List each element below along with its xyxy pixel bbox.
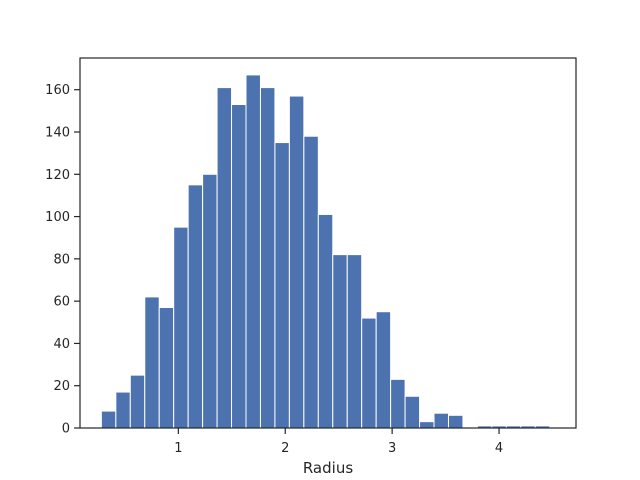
x-tick-label: 3	[388, 441, 396, 456]
histogram-bar-22	[419, 421, 435, 429]
x-tick-label: 4	[495, 441, 503, 456]
histogram-bar-17	[346, 254, 363, 429]
histogram-bar-23	[433, 412, 449, 429]
histogram-bar-9	[231, 104, 247, 429]
bars-group	[100, 74, 551, 429]
histogram-bar-21	[404, 395, 421, 429]
plot-frame	[79, 57, 577, 429]
histogram-bar-4	[158, 306, 175, 429]
histogram-bar-24	[447, 414, 464, 429]
histogram-bar-13	[288, 95, 305, 429]
y-axis-ticks: 0 20 40 60 80 100 120 140 160	[45, 83, 80, 437]
histogram-bar-12	[274, 142, 290, 429]
y-tick-label: 100	[45, 210, 70, 225]
histogram-bar-7	[202, 173, 218, 429]
histogram-bar-8	[216, 87, 233, 429]
x-axis-label: Radius	[303, 459, 353, 477]
histogram-bar-2	[129, 374, 146, 429]
y-tick-label: 20	[53, 379, 70, 394]
histogram-bar-20	[390, 378, 406, 429]
histogram-bar-16	[332, 254, 348, 429]
y-tick-label: 140	[45, 126, 70, 141]
x-tick-label: 2	[281, 441, 289, 456]
histogram-bar-18	[361, 317, 377, 429]
y-tick-label: 80	[53, 252, 70, 267]
histogram-bar-0	[100, 410, 117, 429]
y-tick-label: 160	[45, 83, 70, 98]
y-tick-label: 40	[53, 337, 70, 352]
x-axis-ticks: 1 2 3 4	[174, 428, 503, 456]
histogram-bar-10	[245, 74, 261, 429]
histogram-bar-11	[259, 87, 276, 429]
histogram-bar-5	[173, 226, 189, 429]
histogram-bar-3	[144, 296, 160, 429]
x-tick-label: 1	[174, 441, 182, 456]
y-tick-label: 0	[62, 422, 70, 437]
histogram-bar-19	[375, 311, 392, 429]
histogram-bar-6	[187, 184, 204, 429]
y-tick-label: 120	[45, 168, 70, 183]
histogram-bar-14	[303, 135, 319, 429]
histogram-bar-1	[115, 391, 131, 429]
y-tick-label: 60	[53, 295, 70, 310]
histogram-bar-15	[317, 213, 334, 429]
